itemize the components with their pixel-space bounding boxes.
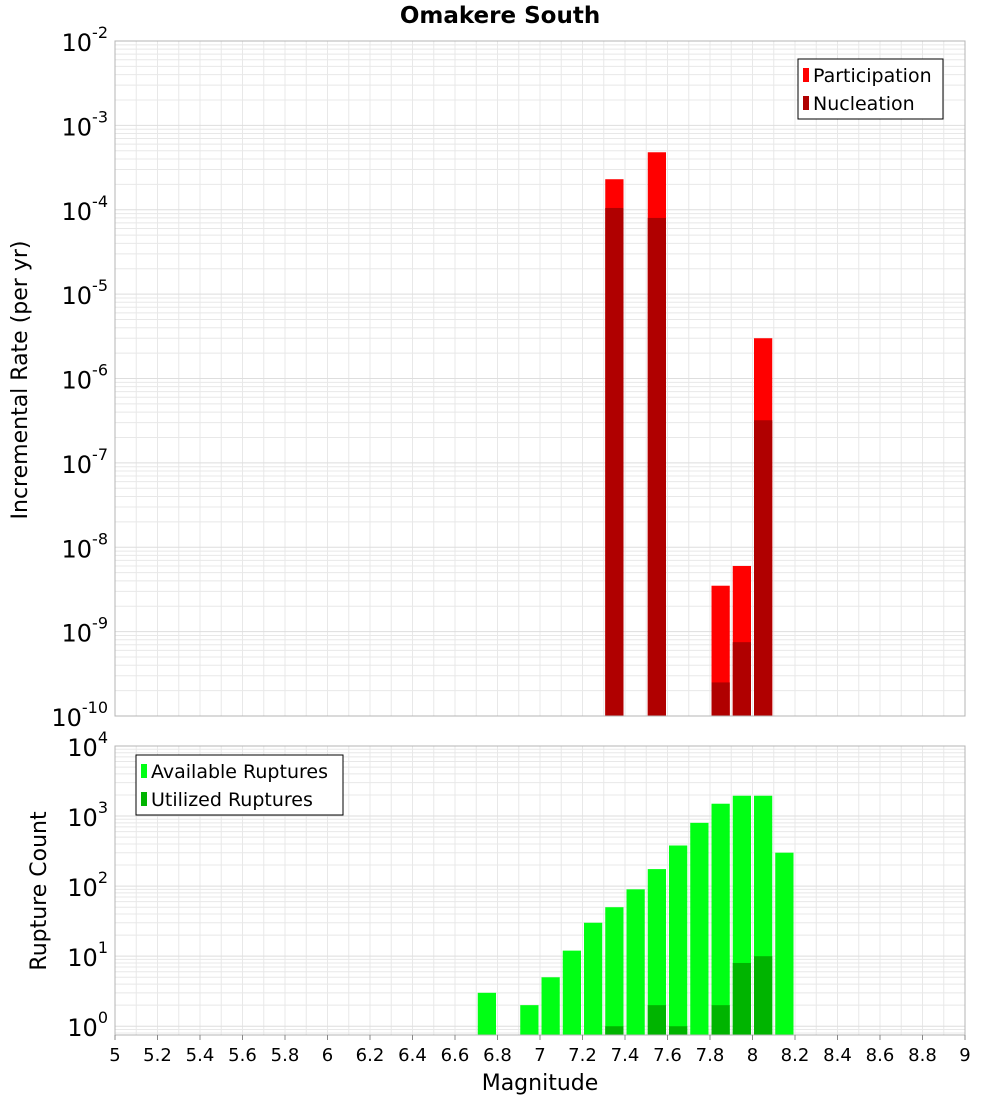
count-bar-b <box>605 1026 624 1035</box>
rate-bar-b <box>754 420 773 716</box>
rate-bar-b <box>711 682 730 716</box>
rate-legend-swatch <box>803 96 809 110</box>
rate-y-tick-label: 10-2 <box>62 23 109 57</box>
rate-y-tick-label: 10-9 <box>62 614 109 648</box>
count-y-tick-label: 102 <box>67 868 108 902</box>
rate-y-axis-label: Incremental Rate (per yr) <box>8 241 33 520</box>
count-legend: Available Ruptures Utilized Ruptures <box>135 754 344 816</box>
x-tick-label: 8.8 <box>908 1045 937 1066</box>
x-tick-label: 6.4 <box>398 1045 427 1066</box>
count-bar-b <box>669 1026 688 1035</box>
count-bars <box>477 795 794 1035</box>
rate-bar-b <box>605 207 624 716</box>
count-grid <box>114 745 966 1035</box>
chart-title: Omakere South <box>400 3 600 29</box>
rate-y-tick-label: 10-7 <box>62 445 109 479</box>
count-y-tick-label: 104 <box>67 728 108 762</box>
x-tick-label: 5.2 <box>143 1045 172 1066</box>
x-tick-label: 7.4 <box>611 1045 640 1066</box>
count-bar-a <box>584 922 603 1035</box>
x-axis-label: Magnitude <box>482 1071 599 1096</box>
x-tick-label: 6.8 <box>483 1045 512 1066</box>
rate-plot-frame <box>114 40 966 717</box>
rate-legend-swatch <box>803 68 809 82</box>
rate-y-tick-label: 10-8 <box>62 529 109 563</box>
magnitude-x-ticks: 5 5.2 5.4 5.6 5.8 6 6.2 6.4 6.6 6.8 7 7.2 7.4 7.6 7.8 8… <box>109 1035 971 1066</box>
count-bar-a <box>520 1005 539 1035</box>
x-tick-label: 8.4 <box>823 1045 852 1066</box>
count-bar-a <box>541 977 560 1035</box>
x-tick-label: 6.2 <box>356 1045 385 1066</box>
count-bar-a <box>711 803 730 1035</box>
rate-bar-b <box>732 642 751 716</box>
rate-panel: 10-10 10-9 10-8 10-7 10-6 10-5 10-4 10-3 10-2 In… <box>8 23 966 732</box>
x-tick-label: 7 <box>534 1045 545 1066</box>
x-tick-label: 6 <box>322 1045 333 1066</box>
rate-legend-label: Participation <box>813 65 932 87</box>
x-tick-label: 7.8 <box>696 1045 725 1066</box>
count-panel: 100 101 102 103 104 5 5.2 5.4 5.6 5.8 6 6.2 6.4 6.6 6… <box>27 728 971 1096</box>
count-bar-a <box>647 869 666 1035</box>
count-legend-swatch <box>141 792 147 806</box>
count-bar-a <box>605 907 624 1035</box>
x-tick-label: 5 <box>109 1045 120 1066</box>
rate-legend: Participation Nucleation <box>797 58 944 120</box>
count-bar-b <box>647 1005 666 1035</box>
rate-y-tick-label: 10-6 <box>62 361 109 395</box>
count-bar-a <box>477 992 496 1035</box>
count-bar-b <box>754 956 773 1035</box>
rate-legend-box <box>797 58 944 120</box>
rate-legend-label: Nucleation <box>813 93 915 115</box>
count-bar-a <box>669 845 688 1035</box>
count-legend-box <box>135 754 344 816</box>
count-bar-a <box>690 822 709 1035</box>
x-tick-label: 8.6 <box>866 1045 895 1066</box>
x-tick-label: 8 <box>747 1045 758 1066</box>
x-tick-label: 8.2 <box>781 1045 810 1066</box>
rate-y-tick-label: 10-4 <box>62 192 109 226</box>
x-tick-label: 6.6 <box>441 1045 470 1066</box>
count-bar-a <box>775 852 794 1035</box>
rate-y-tick-label: 10-5 <box>62 276 109 310</box>
count-bar-b <box>732 962 751 1035</box>
count-bar-a <box>626 889 645 1035</box>
count-legend-swatch <box>141 764 147 778</box>
rate-y-ticks: 10-10 10-9 10-8 10-7 10-6 10-5 10-4 10-3 10-2 <box>51 23 108 732</box>
rate-y-tick-label: 10-10 <box>51 698 108 732</box>
count-legend-label: Utilized Ruptures <box>151 789 313 811</box>
x-tick-label: 5.4 <box>186 1045 215 1066</box>
count-bar-a <box>562 950 581 1035</box>
count-y-tick-label: 100 <box>67 1008 108 1042</box>
x-tick-label: 7.6 <box>653 1045 682 1066</box>
x-tick-label: 5.8 <box>271 1045 300 1066</box>
x-tick-label: 7.2 <box>568 1045 597 1066</box>
count-y-ticks: 100 101 102 103 104 <box>67 728 108 1042</box>
count-y-tick-label: 101 <box>67 938 108 972</box>
count-legend-label: Available Ruptures <box>151 761 328 783</box>
x-tick-label: 5.6 <box>228 1045 257 1066</box>
rate-y-tick-label: 10-3 <box>62 107 109 141</box>
rate-grid <box>114 40 966 717</box>
count-y-axis-label: Rupture Count <box>27 811 52 971</box>
rate-bar-b <box>647 217 666 716</box>
count-bar-b <box>711 1005 730 1035</box>
rate-bars <box>605 152 773 716</box>
count-y-tick-label: 103 <box>67 798 108 832</box>
x-tick-label: 9 <box>959 1045 970 1066</box>
